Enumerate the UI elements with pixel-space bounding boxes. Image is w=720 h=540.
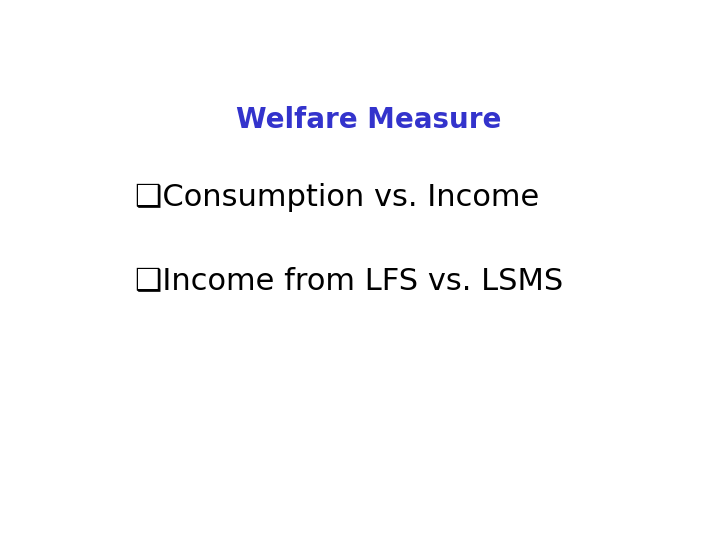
- Text: ❑Income from LFS vs. LSMS: ❑Income from LFS vs. LSMS: [135, 267, 563, 295]
- Text: Welfare Measure: Welfare Measure: [236, 106, 502, 134]
- Text: ❑Consumption vs. Income: ❑Consumption vs. Income: [135, 184, 539, 212]
